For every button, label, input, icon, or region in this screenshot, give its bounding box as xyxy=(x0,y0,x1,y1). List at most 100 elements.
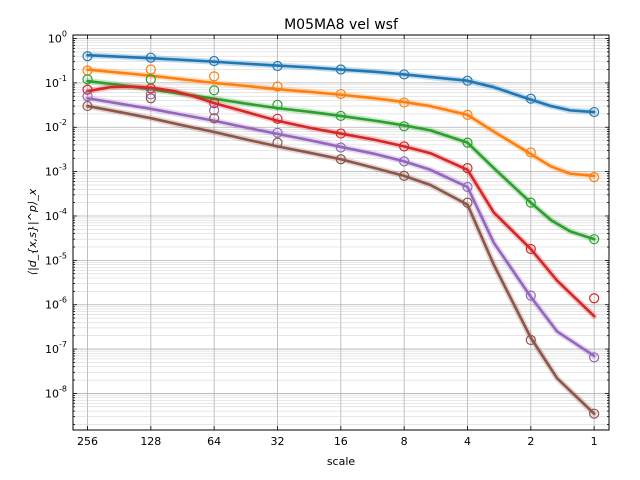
series-p2 xyxy=(82,64,600,183)
y-tick-label: 10-1 xyxy=(45,74,67,90)
data-point xyxy=(589,293,600,304)
x-tick-label: 64 xyxy=(207,435,221,448)
y-tick-label-base: 10 xyxy=(45,77,59,90)
data-point xyxy=(335,88,346,100)
y-tick-label: 10-2 xyxy=(45,118,67,134)
data-point xyxy=(272,81,283,92)
data-point xyxy=(462,109,473,120)
y-tick-label-exponent: -7 xyxy=(59,340,67,349)
data-point xyxy=(145,89,156,100)
data-point xyxy=(589,234,600,245)
y-tick-label: 10-6 xyxy=(45,296,67,312)
x-axis-label: scale xyxy=(327,455,356,468)
y-tick-label-exponent: -5 xyxy=(59,251,67,260)
x-tick-label: 128 xyxy=(140,435,161,448)
y-tick-label-exponent: -8 xyxy=(59,384,67,393)
x-tick-label: 32 xyxy=(270,435,284,448)
series-p4 xyxy=(82,83,600,320)
y-tick-label-base: 10 xyxy=(48,33,62,46)
data-point xyxy=(82,51,93,62)
data-point xyxy=(462,197,473,208)
data-point xyxy=(589,352,600,363)
series-layer xyxy=(82,51,600,419)
x-tick-label: 16 xyxy=(334,435,348,448)
y-tick-label-base: 10 xyxy=(45,121,59,134)
y-tick-label-exponent: -1 xyxy=(59,74,67,83)
series-p5 xyxy=(82,89,600,363)
x-tick-label: 2 xyxy=(527,435,534,448)
data-point xyxy=(209,105,220,116)
data-point xyxy=(589,408,600,419)
data-point xyxy=(145,64,156,75)
data-point xyxy=(462,137,473,148)
y-tick-label-base: 10 xyxy=(45,166,59,179)
data-point xyxy=(82,100,93,112)
data-point xyxy=(209,85,220,96)
data-point xyxy=(145,52,156,63)
y-tick-label-exponent: -2 xyxy=(59,118,67,127)
data-point xyxy=(589,106,600,118)
data-point xyxy=(399,141,410,152)
y-tick-label-exponent: 0 xyxy=(62,30,67,39)
x-tick-label: 4 xyxy=(464,435,471,448)
x-tick-label: 256 xyxy=(77,435,98,448)
y-tick-label-base: 10 xyxy=(45,343,59,356)
data-point xyxy=(335,154,346,165)
data-point xyxy=(209,71,220,82)
y-tick-label: 10-4 xyxy=(45,207,67,223)
y-tick-label-base: 10 xyxy=(45,254,59,267)
data-point xyxy=(272,99,283,110)
data-point xyxy=(82,91,93,102)
grid xyxy=(73,35,609,430)
data-point xyxy=(399,69,410,80)
y-axis-label: ⟨|d_{x,s}|^p⟩_x xyxy=(26,188,39,275)
data-point xyxy=(525,334,536,346)
data-point xyxy=(525,243,536,255)
data-point xyxy=(525,147,536,158)
y-tick-label: 10-3 xyxy=(45,163,67,179)
y-tick-label-exponent: -4 xyxy=(59,207,67,216)
data-point xyxy=(462,75,473,86)
data-point xyxy=(272,127,283,138)
data-point xyxy=(272,113,283,124)
data-point xyxy=(335,64,346,75)
y-tick-label: 10-8 xyxy=(45,384,67,400)
ticks: 256 128 64 32 16 8 4 2 110010-110-210-310-410-51… xyxy=(45,30,609,448)
series-line xyxy=(86,53,596,114)
data-point xyxy=(272,60,283,72)
data-point xyxy=(209,55,220,67)
data-point xyxy=(589,172,600,183)
y-tick-label-base: 10 xyxy=(45,299,59,312)
y-tick-label: 10-5 xyxy=(45,251,67,267)
data-point xyxy=(82,74,93,85)
data-point xyxy=(462,181,473,193)
y-tick-label: 100 xyxy=(48,30,67,46)
data-point xyxy=(335,142,346,153)
data-point xyxy=(399,121,410,132)
series-line xyxy=(86,96,596,358)
y-tick-label-exponent: -6 xyxy=(59,296,67,305)
data-point xyxy=(209,113,220,124)
chart-title: M05MA8 vel wsf xyxy=(284,17,399,33)
data-point xyxy=(525,290,536,301)
data-point xyxy=(399,156,410,167)
data-point xyxy=(335,128,346,139)
data-point xyxy=(272,137,283,148)
data-point xyxy=(525,197,536,208)
series-p1 xyxy=(82,51,600,118)
series-p6 xyxy=(82,93,600,419)
data-point xyxy=(399,170,410,182)
data-point xyxy=(462,163,473,174)
series-line xyxy=(86,85,596,318)
y-tick-label-exponent: -3 xyxy=(59,163,67,172)
series-line xyxy=(86,104,596,415)
data-point xyxy=(145,93,156,104)
data-point xyxy=(399,97,410,108)
y-tick-label-base: 10 xyxy=(45,387,59,400)
x-tick-label: 8 xyxy=(401,435,408,448)
data-point xyxy=(335,110,346,122)
y-tick-label: 10-7 xyxy=(45,340,67,356)
data-point xyxy=(82,84,93,95)
